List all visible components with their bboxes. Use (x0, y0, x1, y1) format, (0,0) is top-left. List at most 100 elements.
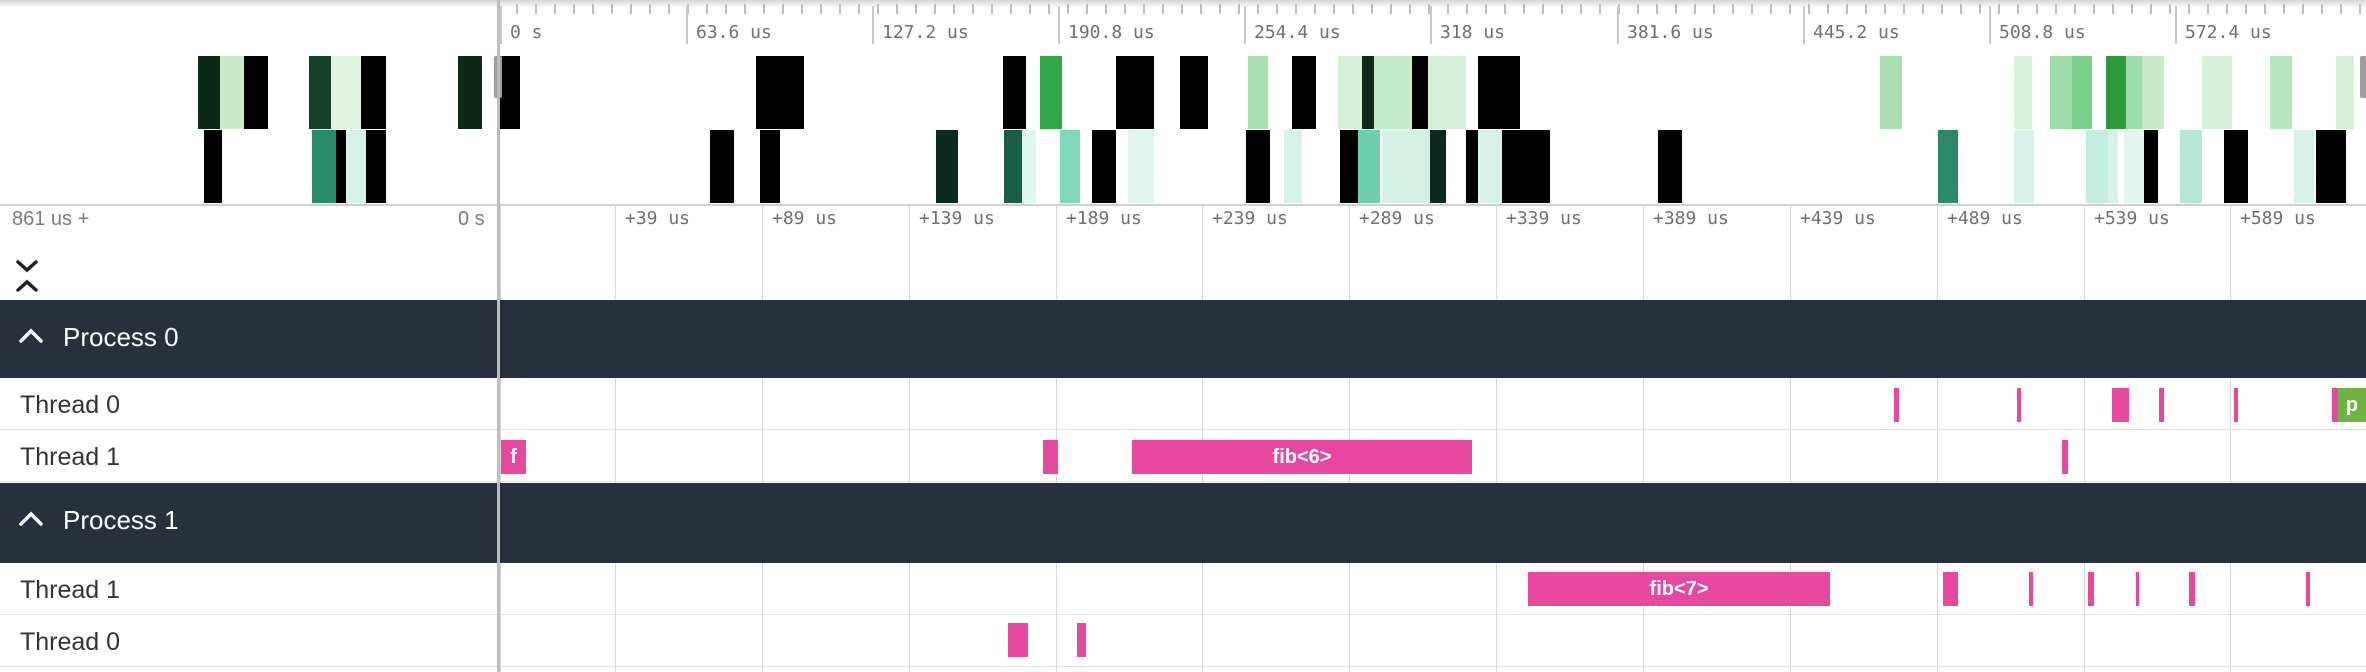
slice[interactable] (1943, 572, 1958, 606)
timeline-grid-line (615, 204, 616, 300)
overview-activity-block (346, 130, 366, 203)
timeline-grid-line (500, 204, 501, 300)
overview-tick-label: 445.2 us (1813, 22, 1900, 43)
timeline-grid-line (1056, 204, 1057, 300)
overview-activity-block (312, 130, 336, 203)
slice[interactable] (1008, 623, 1028, 657)
timeline-grid-line (762, 563, 763, 672)
overview-activity-block (2316, 130, 2346, 203)
slice[interactable] (1043, 440, 1058, 474)
overview-activity-block (1092, 130, 1116, 203)
slice-p[interactable]: p (2338, 388, 2366, 422)
timeline-grid-line (1202, 378, 1203, 483)
overview-activity-block (2072, 56, 2092, 129)
process-header-1[interactable]: Process 1 (0, 483, 2366, 563)
track-label-divider[interactable] (497, 0, 500, 672)
slice[interactable] (2088, 572, 2094, 606)
slice-f[interactable]: f (501, 440, 526, 474)
overview-bottom-border (0, 204, 2366, 206)
time-zero-label: 0 s (458, 208, 485, 230)
overview-activity-block (1246, 130, 1270, 203)
overview-activity-block (2050, 56, 2072, 129)
double-chevron-icon[interactable] (14, 256, 40, 296)
timeline-grid-line (1496, 378, 1497, 483)
slice[interactable] (2306, 572, 2310, 606)
slice-fib6[interactable]: fib<6> (1132, 440, 1472, 474)
overview-activity-block (1248, 56, 1268, 129)
timeline-grid-line (909, 378, 910, 483)
chevron-up-icon[interactable] (18, 322, 44, 348)
overview-panel[interactable]: 0 s 63.6 us 127.2 us 190.8 us 254.4 us 318 us… (0, 0, 2366, 206)
overview-activity-block (1880, 56, 1902, 129)
slice-fib7[interactable]: fib<7> (1528, 572, 1830, 606)
slice[interactable] (2029, 572, 2033, 606)
overview-activity-block (2224, 130, 2248, 203)
overview-activity-block (1412, 56, 1428, 129)
timeline-tick-label: +189 us (1066, 208, 1142, 229)
process-header-0[interactable]: Process 0 (0, 300, 2366, 378)
slice[interactable] (2234, 388, 2238, 422)
overview-activity-block (366, 130, 386, 203)
timeline-grid-line (2084, 204, 2085, 300)
slice[interactable] (1894, 388, 1899, 422)
timeline-grid-line (500, 378, 501, 483)
slice[interactable] (2136, 572, 2139, 606)
overview-major-tick (686, 6, 688, 44)
overview-activity-block (1374, 56, 1414, 129)
overview-activity-block (220, 56, 244, 129)
timeline-grid-line (1790, 563, 1791, 672)
overview-tick-label: 572.4 us (2185, 22, 2272, 43)
overview-activity-block (936, 130, 958, 203)
overview-activity-block (2014, 130, 2034, 203)
timeline-grid-line (1349, 378, 1350, 483)
thread-label: Thread 1 (20, 443, 121, 471)
overview-activity-block (756, 56, 804, 129)
track-p0-thread0[interactable]: Thread 0 (0, 378, 2366, 430)
slice[interactable] (2332, 388, 2338, 422)
overview-activity-block (2124, 130, 2144, 203)
overview-major-tick (872, 6, 874, 44)
overview-activity-block (1382, 130, 1432, 203)
overview-activity-block (2142, 56, 2164, 129)
thread-label: Thread 0 (20, 391, 121, 419)
slice[interactable] (2062, 440, 2068, 474)
overview-tick-label: 508.8 us (1999, 22, 2086, 43)
track-p0-thread1[interactable]: Thread 1 (0, 430, 2366, 482)
thread-label: Thread 1 (20, 576, 121, 604)
overview-activity-block (361, 56, 386, 129)
overview-activity-block (331, 56, 361, 129)
timeline-grid-line (1643, 204, 1644, 300)
overview-activity-block (710, 130, 734, 203)
timeline-grid-line (1937, 378, 1938, 483)
slice[interactable] (2189, 572, 2195, 606)
timeline-grid-line (2084, 563, 2085, 672)
slice[interactable] (2159, 388, 2164, 422)
overview-activity-block (458, 56, 482, 129)
timeline-grid-line (1056, 378, 1057, 483)
overview-activity-block (1116, 56, 1154, 129)
overview-activity-block (1284, 130, 1302, 203)
overview-activity-block (2202, 56, 2232, 129)
overview-activity-block (1022, 130, 1036, 203)
slice[interactable] (2017, 388, 2021, 422)
overview-activity-block (1358, 130, 1380, 203)
overview-activity-block (1502, 130, 1550, 203)
track-p1-thread1[interactable]: Thread 1 (0, 563, 2366, 615)
timeline-grid-line (500, 563, 501, 672)
slice[interactable] (2112, 388, 2129, 422)
overview-activity-block (1180, 56, 1208, 129)
overview-activity-block (1003, 56, 1026, 129)
overview-tick-label: 127.2 us (882, 22, 969, 43)
timeline-grid-line (909, 563, 910, 672)
timeline-grid-line (1937, 204, 1938, 300)
overview-activity-block (1292, 56, 1316, 129)
process-title: Process 1 (63, 505, 179, 535)
track-p1-thread0[interactable]: Thread 0 (0, 615, 2366, 667)
timeline-tick-label: +89 us (772, 208, 838, 229)
chevron-up-icon[interactable] (18, 505, 44, 531)
timeline-grid-line (762, 204, 763, 300)
slice[interactable] (1077, 623, 1086, 657)
overview-activity-block (2294, 130, 2314, 203)
timeline-grid-line (615, 563, 616, 672)
overview-right-handle[interactable] (2360, 56, 2366, 98)
